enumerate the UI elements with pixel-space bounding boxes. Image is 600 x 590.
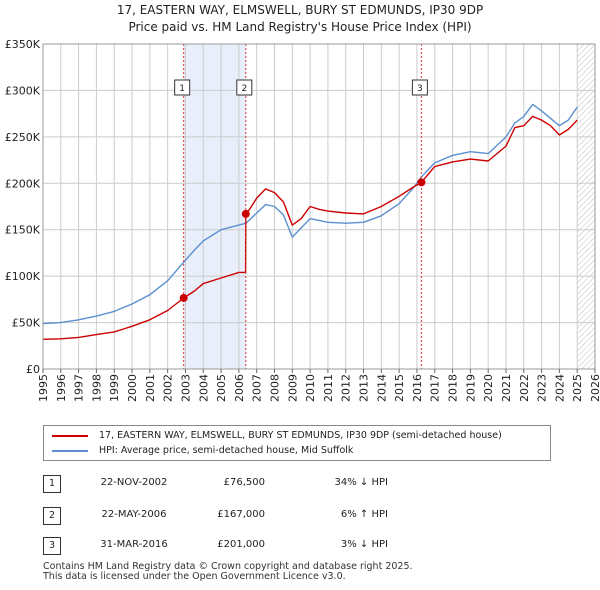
- transaction-date: 31-MAR-2016: [100, 539, 168, 550]
- x-tick-label: 2024: [553, 374, 566, 402]
- attribution-line: Contains HM Land Registry data © Crown c…: [43, 561, 413, 572]
- transaction-row: 2 22-MAY-2006 £167,000 6% ↑ HPI: [0, 507, 600, 527]
- x-tick-label: 2003: [179, 374, 192, 402]
- x-tick-label: 2001: [144, 374, 157, 402]
- x-tick-label: 2007: [251, 374, 264, 402]
- sale-marker-box: [236, 79, 253, 96]
- shaded-period: [183, 44, 246, 369]
- x-tick-label: 2015: [393, 374, 406, 402]
- plot-frame: [42, 43, 596, 370]
- x-tick-label: 2019: [464, 374, 477, 402]
- future-hatch-region: [577, 44, 595, 369]
- legend-swatch-hpi: [52, 450, 88, 452]
- sale-marker-label: 1: [179, 84, 185, 94]
- x-tick-label: 2017: [429, 374, 442, 402]
- x-tick-label: 2014: [375, 374, 388, 402]
- x-tick-label: 2026: [589, 374, 600, 402]
- x-tick-label: 2023: [536, 374, 549, 402]
- transaction-price: £167,000: [217, 509, 265, 520]
- x-tick-label: 2009: [286, 374, 299, 402]
- x-tick-label: 1999: [108, 374, 121, 402]
- transaction-row: 3 31-MAR-2016 £201,000 3% ↓ HPI: [0, 537, 600, 557]
- x-tick-label: 2006: [233, 374, 246, 402]
- legend-swatch-property: [52, 435, 88, 437]
- x-tick-label: 2020: [482, 374, 495, 402]
- x-tick-label: 1995: [37, 374, 50, 402]
- sale-marker-dot: [417, 178, 426, 187]
- x-tick-label: 2010: [304, 374, 317, 402]
- sale-marker-label: 2: [241, 84, 247, 94]
- transaction-date: 22-MAY-2006: [101, 509, 167, 520]
- sale-marker-dot: [241, 209, 250, 218]
- x-tick-label: 2021: [500, 374, 513, 402]
- x-tick-label: 2011: [322, 374, 335, 402]
- title-address: 17, EASTERN WAY, ELMSWELL, BURY ST EDMUN…: [116, 3, 484, 17]
- x-tick-label: 1996: [55, 374, 68, 402]
- property-price-line: [42, 115, 578, 340]
- transaction-number-badge: 1: [43, 475, 61, 493]
- transaction-hpi-diff: 34% ↓ HPI: [334, 477, 388, 488]
- y-tick-label: £0: [26, 363, 40, 376]
- licence-line: This data is licensed under the Open Gov…: [43, 571, 346, 582]
- transaction-price: £76,500: [223, 477, 265, 488]
- x-tick-label: 2000: [126, 374, 139, 402]
- sale-marker-box: [174, 79, 191, 96]
- y-tick-label: £150K: [5, 224, 41, 237]
- legend-label-property: 17, EASTERN WAY, ELMSWELL, BURY ST EDMUN…: [99, 430, 502, 441]
- x-tick-label: 2025: [571, 374, 584, 402]
- x-tick-label: 2018: [447, 374, 460, 402]
- transaction-date: 22-NOV-2002: [100, 477, 168, 488]
- transaction-number-badge: 3: [43, 537, 61, 555]
- y-tick-label: £200K: [5, 177, 41, 190]
- hpi-line: [42, 103, 578, 325]
- chart-title: 17, EASTERN WAY, ELMSWELL, BURY ST EDMUN…: [0, 2, 600, 36]
- transaction-hpi-diff: 6% ↑ HPI: [340, 509, 388, 520]
- title-subtitle: Price paid vs. HM Land Registry's House …: [128, 20, 472, 34]
- x-tick-label: 2005: [215, 374, 228, 402]
- transaction-number-badge: 2: [43, 507, 61, 525]
- x-tick-label: 2016: [411, 374, 424, 402]
- x-tick-label: 2013: [358, 374, 371, 402]
- y-tick-label: £350K: [5, 38, 41, 51]
- price-chart: 1 2 3 £0 £50K £100K £150K £200K £250K £300K £350K…: [5, 38, 600, 402]
- sale-marker-dot: [179, 293, 188, 302]
- chart-legend: 17, EASTERN WAY, ELMSWELL, BURY ST EDMUN…: [43, 425, 551, 461]
- x-tick-label: 2008: [268, 374, 281, 402]
- x-tick-label: 2002: [162, 374, 175, 402]
- x-tick-label: 1998: [90, 374, 103, 402]
- transaction-row: 1 22-NOV-2002 £76,500 34% ↓ HPI: [0, 475, 600, 495]
- transaction-hpi-diff: 3% ↓ HPI: [340, 539, 388, 550]
- y-tick-label: £300K: [5, 84, 41, 97]
- y-tick-label: £250K: [5, 131, 41, 144]
- attribution-footer: Contains HM Land Registry data © Crown c…: [43, 562, 413, 582]
- x-tick-label: 2022: [518, 374, 531, 402]
- legend-label-hpi: HPI: Average price, semi-detached house,…: [99, 445, 354, 456]
- x-tick-label: 1997: [73, 374, 86, 402]
- transaction-price: £201,000: [217, 539, 265, 550]
- x-tick-label: 2004: [197, 374, 210, 402]
- sale-marker-label: 3: [417, 84, 423, 94]
- y-tick-label: £50K: [12, 317, 41, 330]
- sale-marker-box: [411, 79, 428, 96]
- x-tick-label: 2012: [340, 374, 353, 402]
- y-tick-label: £100K: [5, 270, 41, 283]
